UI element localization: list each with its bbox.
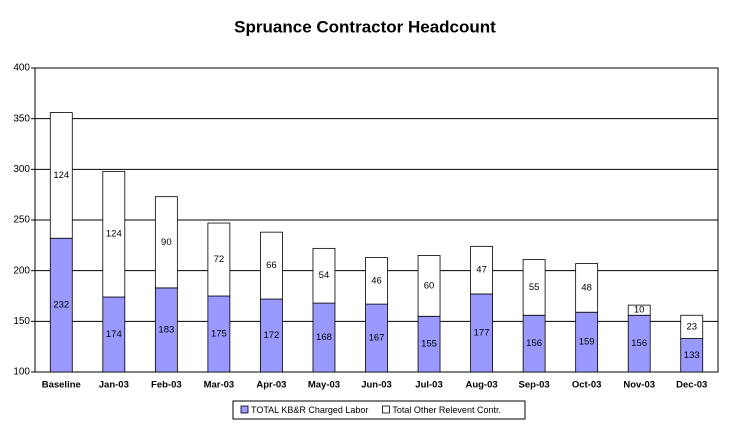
x-tick-label: Mar-03 xyxy=(204,380,235,391)
data-label: 124 xyxy=(53,170,69,181)
data-label: 232 xyxy=(53,300,69,311)
data-label: 168 xyxy=(316,332,332,343)
data-label: 175 xyxy=(211,329,227,340)
y-tick-label: 300 xyxy=(13,164,30,175)
bar-segment xyxy=(365,257,388,305)
data-label: 174 xyxy=(106,329,122,340)
data-label: 55 xyxy=(529,282,540,293)
y-tick-label: 150 xyxy=(13,316,30,327)
x-tick-label: Jan-03 xyxy=(99,380,129,391)
x-tick-label: Jul-03 xyxy=(415,380,442,391)
y-tick-label: 100 xyxy=(13,367,30,378)
x-tick-label: Baseline xyxy=(42,380,81,391)
x-tick-label: Apr-03 xyxy=(256,380,286,391)
data-label: 90 xyxy=(161,237,172,248)
y-tick-label: 350 xyxy=(13,113,30,124)
bar-segment xyxy=(49,112,73,239)
legend-box xyxy=(232,400,526,420)
data-label: 124 xyxy=(106,229,122,240)
x-tick-label: Jun-03 xyxy=(361,380,392,391)
bar-segment xyxy=(522,259,546,316)
data-label: 156 xyxy=(631,338,647,349)
data-label: 47 xyxy=(476,265,487,276)
bar-segment xyxy=(312,247,336,304)
x-tick-label: Sep-03 xyxy=(519,380,550,391)
data-label: 10 xyxy=(634,305,645,316)
x-tick-label: Feb-03 xyxy=(151,380,182,391)
chart-title: Spruance Contractor Headcount xyxy=(234,17,496,36)
legend-swatch xyxy=(240,405,249,414)
bar-segment xyxy=(102,170,126,298)
x-tick-label: May-03 xyxy=(308,380,340,391)
data-label: 66 xyxy=(266,260,277,271)
data-label: 72 xyxy=(214,254,225,265)
x-tick-label: Aug-03 xyxy=(465,380,497,391)
bar-segment xyxy=(417,255,441,317)
data-label: 54 xyxy=(319,270,330,281)
x-tick-label: Nov-03 xyxy=(623,380,655,391)
bar-segment xyxy=(260,231,283,300)
x-tick-label: Dec-03 xyxy=(676,380,707,391)
data-label: 60 xyxy=(424,280,435,291)
data-label: 156 xyxy=(526,338,542,349)
data-label: 167 xyxy=(369,333,385,344)
legend-label: TOTAL KB&R Charged Labor xyxy=(251,405,368,415)
data-label: 133 xyxy=(684,350,700,361)
data-label: 46 xyxy=(371,275,382,286)
bar-segment xyxy=(470,245,493,295)
bar-segment xyxy=(575,263,599,313)
legend-label: Total Other Relevent Contr. xyxy=(392,405,501,415)
data-label: 172 xyxy=(263,330,279,341)
y-tick-label: 200 xyxy=(13,265,30,276)
x-tick-label: Oct-03 xyxy=(572,380,602,391)
data-label: 23 xyxy=(686,321,697,332)
bar-segment xyxy=(627,304,651,316)
data-label: 155 xyxy=(421,339,437,350)
bar-segment xyxy=(680,314,704,339)
bar-segment xyxy=(154,196,178,289)
data-label: 159 xyxy=(579,337,595,348)
data-label: 177 xyxy=(474,328,490,339)
y-tick-label: 400 xyxy=(13,63,30,74)
legend-swatch xyxy=(382,405,390,414)
data-label: 183 xyxy=(158,324,174,335)
y-tick-label: 250 xyxy=(13,215,30,226)
bar-segment xyxy=(207,222,231,297)
data-label: 48 xyxy=(581,282,592,293)
